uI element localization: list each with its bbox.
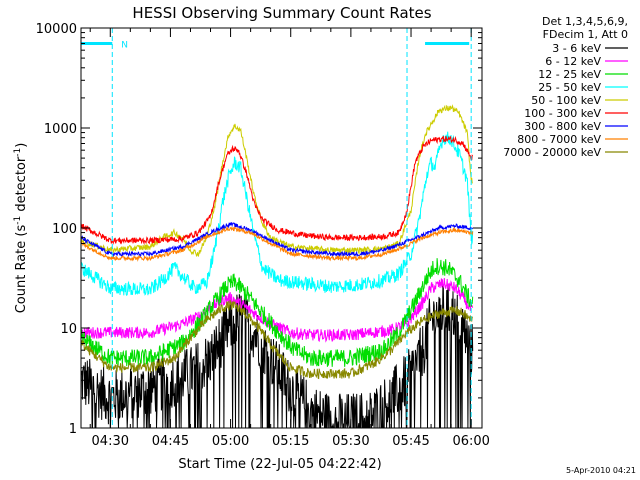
legend-entry-label: 3 - 6 keV (552, 42, 601, 55)
night-label: N (121, 40, 128, 50)
legend-entry-label: 300 - 800 keV (524, 120, 601, 133)
legend-entry-label: 7000 - 20000 keV (503, 146, 601, 159)
x-axis-label: Start Time (22-Jul-05 04:22:42) (178, 457, 381, 472)
legend-entry-label: 25 - 50 keV (538, 81, 601, 94)
x-tick-label: 05:00 (212, 434, 249, 449)
date-stamp: 5-Apr-2010 04:21 (566, 466, 636, 475)
x-tick-label: 05:45 (392, 434, 429, 449)
x-tick-label: 04:30 (92, 434, 129, 449)
legend-header-line1: Det 1,3,4,5,6,9, (542, 15, 628, 28)
legend-entry-label: 50 - 100 keV (531, 94, 601, 107)
series-line-5 (81, 104, 473, 257)
x-tick-label: 05:30 (332, 434, 369, 449)
y-tick-label: 1 (69, 422, 77, 437)
y-tick-label: 1000 (44, 122, 77, 137)
series-line-9 (81, 300, 474, 380)
y-tick-label: 10000 (36, 22, 77, 37)
legend-entry-label: 12 - 25 keV (538, 68, 601, 81)
x-tick-label: 04:45 (152, 434, 189, 449)
y-tick-label: 100 (52, 222, 77, 237)
x-tick-label: 06:00 (452, 434, 489, 449)
y-axis-label: Count Rate (s-1 detector-1) (13, 143, 29, 314)
y-tick-label: 10 (60, 322, 77, 337)
chart-title: HESSI Observing Summary Count Rates (132, 4, 431, 22)
legend-entry-label: 6 - 12 keV (545, 55, 601, 68)
x-tick-label: 05:15 (272, 434, 309, 449)
legend-entry-label: 800 - 7000 keV (517, 133, 601, 146)
legend: Det 1,3,4,5,6,9, FDecim 1, Att 0 3 - 6 k… (503, 15, 628, 159)
legend-entry-label: 100 - 300 keV (524, 107, 601, 120)
legend-header-line2: FDecim 1, Att 0 (543, 28, 628, 41)
